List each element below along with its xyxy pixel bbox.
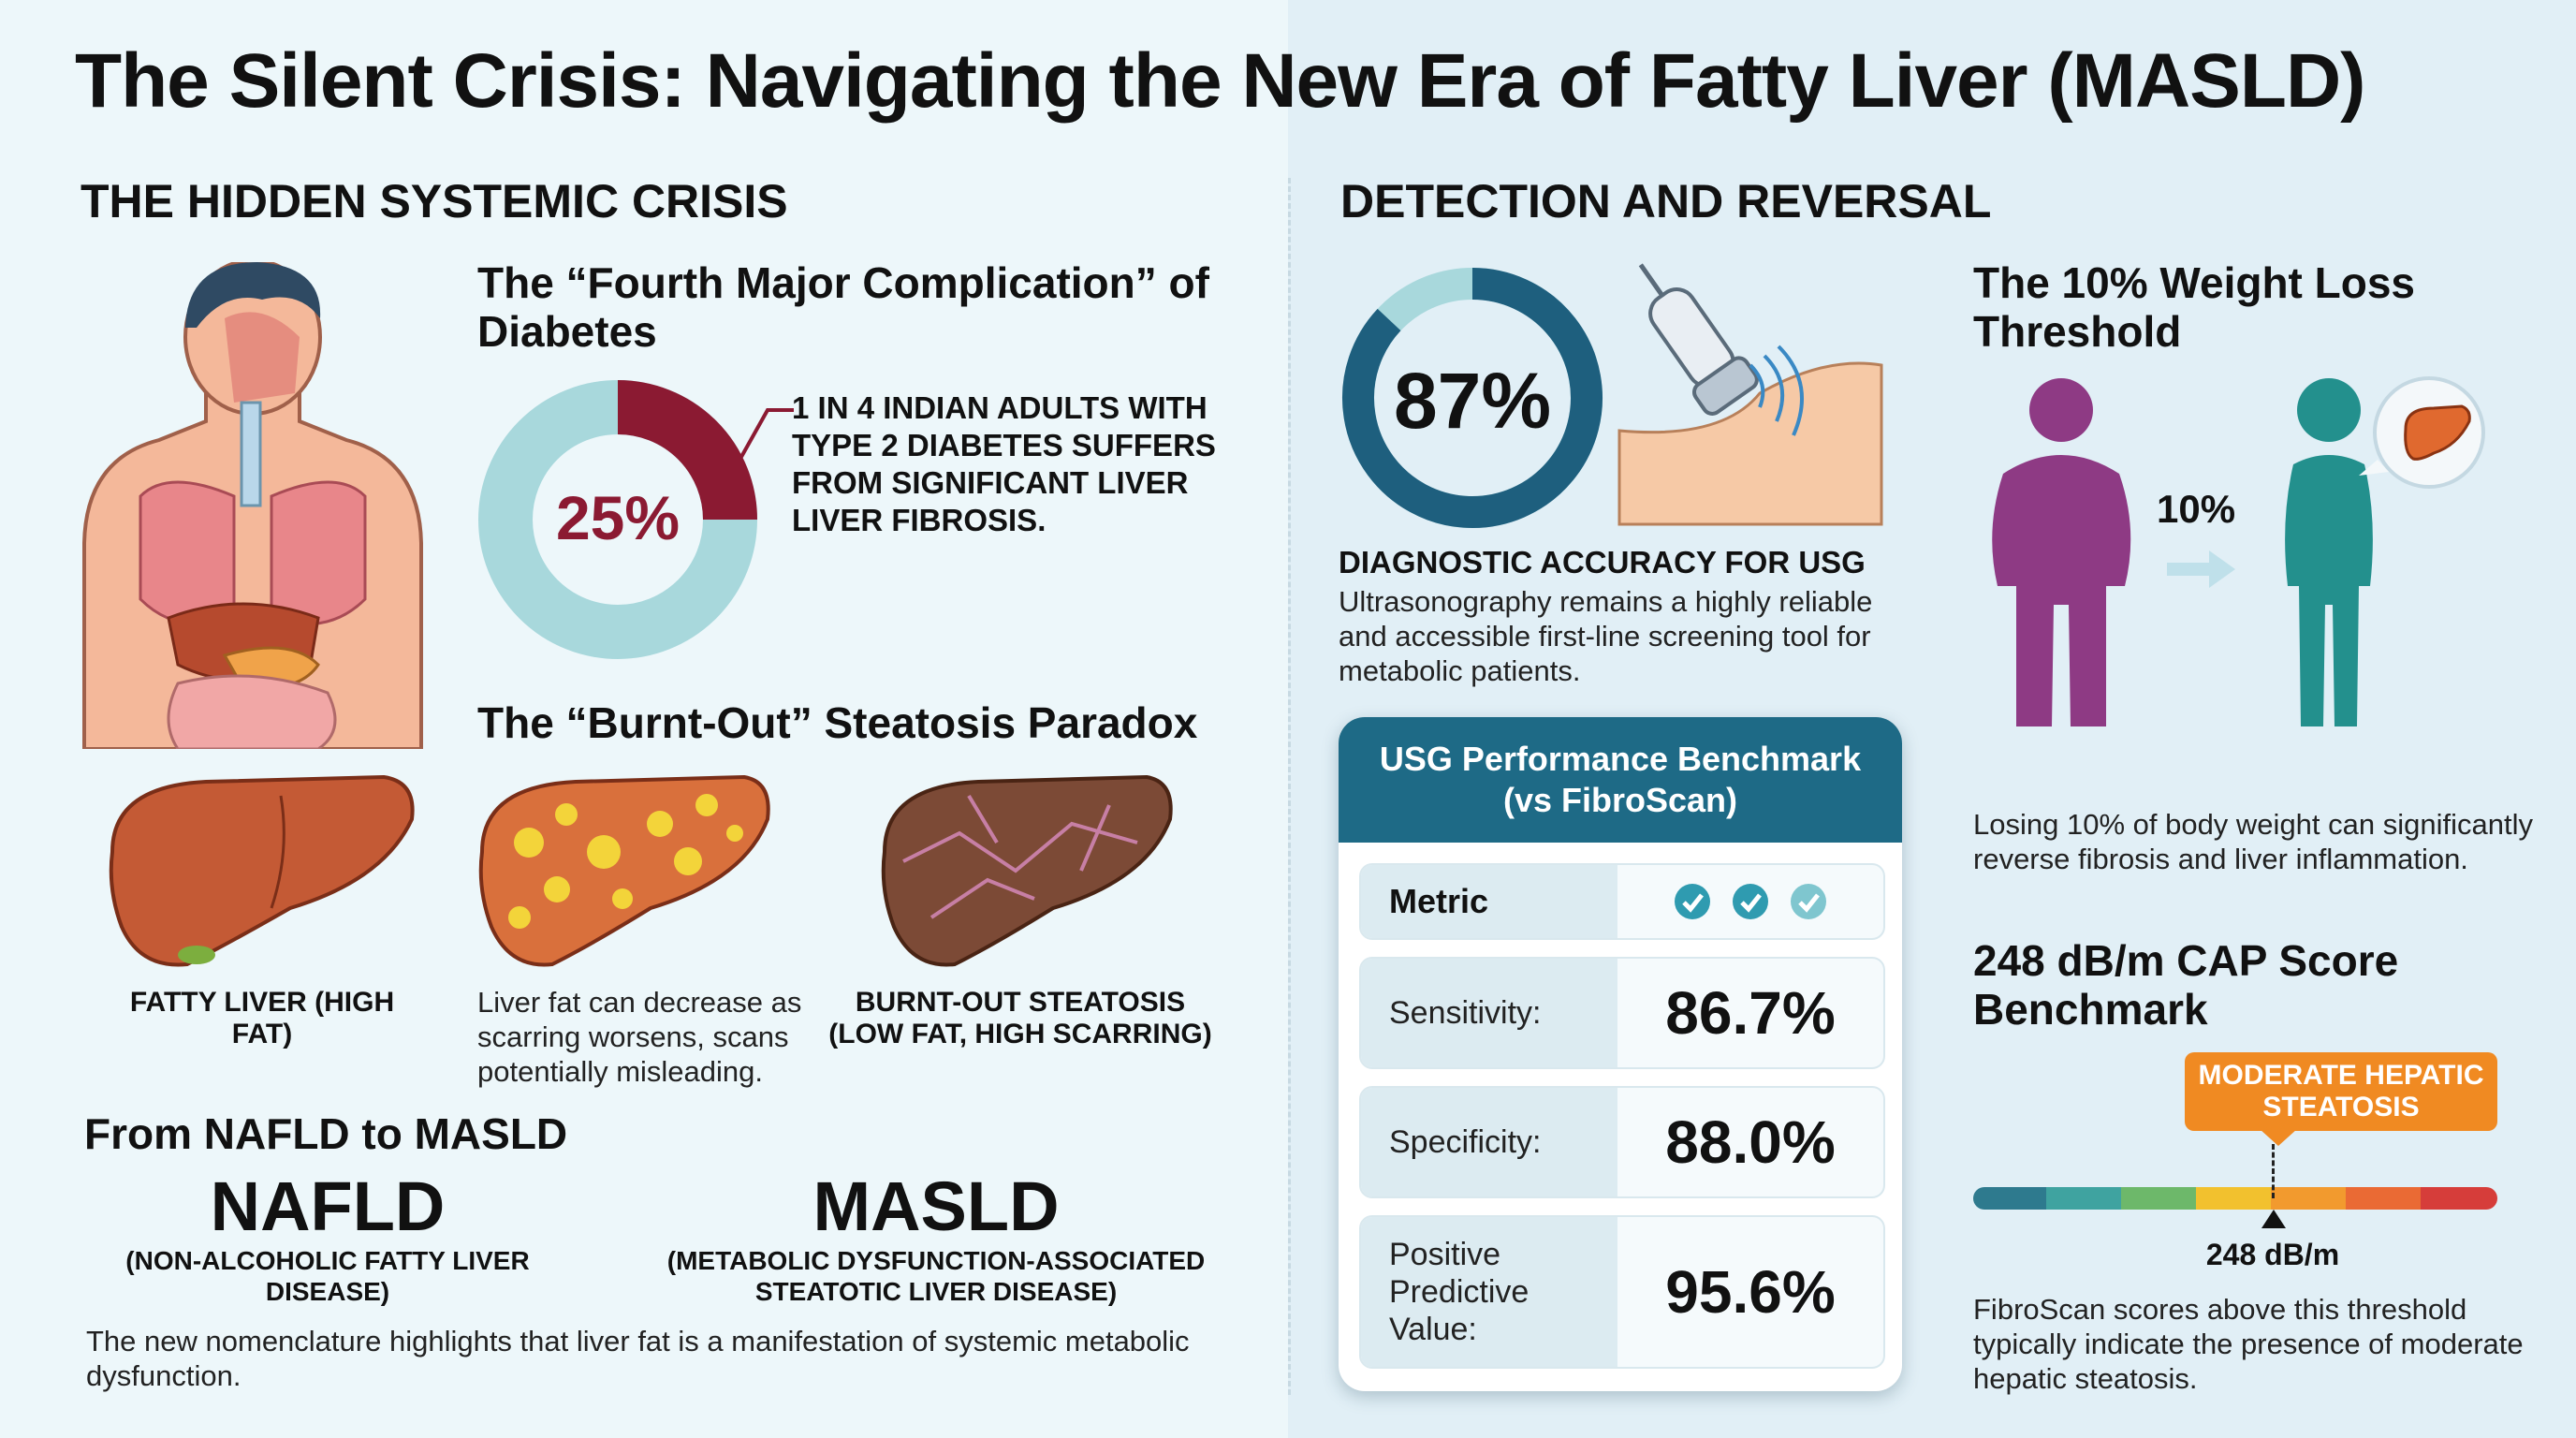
- gauge-segment-6: [2346, 1187, 2421, 1210]
- complication-percent: 25%: [555, 483, 681, 552]
- cap-badge-pointer: [2260, 1129, 2297, 1146]
- donut-arc-25: [617, 380, 757, 521]
- healthy-liver-bubble-icon: [2359, 376, 2485, 489]
- benchmark-card: USG Performance Benchmark (vs FibroScan)…: [1339, 717, 1902, 1391]
- check-circle-icon: [1791, 884, 1826, 919]
- ultrasound-probe-illustration: [1617, 263, 1883, 526]
- nomenclature-title: From NAFLD to MASLD: [84, 1109, 568, 1158]
- gauge-segment-4: [2196, 1187, 2271, 1210]
- gauge-segment-1: [1973, 1187, 2046, 1210]
- specificity-label: Specificity:: [1361, 1088, 1617, 1196]
- benchmark-header: USG Performance Benchmark (vs FibroScan): [1339, 717, 1902, 843]
- specificity-row: Specificity: 88.0%: [1359, 1086, 1885, 1198]
- accuracy-title: DIAGNOSTIC ACCURACY FOR USG: [1339, 545, 1866, 580]
- accuracy-text: Ultrasonography remains a highly reliabl…: [1339, 585, 1873, 687]
- paradox-middle-text: Liver fat can decrease as scarring worse…: [477, 986, 802, 1088]
- burnt-out-label: BURNT-OUT STEATOSIS (LOW FAT, HIGH SCARR…: [828, 987, 1212, 1049]
- benchmark-title-line1: USG Performance Benchmark: [1379, 740, 1862, 778]
- check-circle-icon: [1733, 884, 1768, 919]
- column-divider: [1288, 178, 1291, 1395]
- masld-abbreviation: MASLD: [812, 1167, 1060, 1245]
- metric-check-icons: [1617, 865, 1883, 938]
- gauge-segment-3: [2121, 1187, 2196, 1210]
- fatty-liver-label: FATTY LIVER (HIGH FAT): [129, 987, 395, 1049]
- complication-donut-chart: [478, 380, 757, 659]
- weight-percent: 10%: [2157, 487, 2236, 531]
- sensitivity-value: 86.7%: [1665, 979, 1836, 1047]
- fat-droplet-liver-illustration: [478, 774, 770, 967]
- callout-line: [739, 408, 794, 458]
- weight-title: The 10% Weight Loss Threshold: [1973, 258, 2416, 356]
- specificity-value: 88.0%: [1665, 1108, 1836, 1176]
- cap-badge: MODERATE HEPATIC STEATOSIS: [2185, 1052, 2497, 1131]
- gauge-marker-line: [2272, 1144, 2275, 1198]
- accuracy-donut-chart: [1342, 268, 1603, 528]
- nafld-full-name: (NON-ALCOHOLIC FATTY LIVER DISEASE): [125, 1246, 530, 1306]
- masld-full-name: (METABOLIC DYSFUNCTION-ASSOCIATED STEATO…: [666, 1246, 1206, 1306]
- sensitivity-label: Sensitivity:: [1361, 959, 1617, 1067]
- cap-text: FibroScan scores above this threshold ty…: [1973, 1293, 2524, 1395]
- ppv-value: 95.6%: [1665, 1258, 1836, 1326]
- right-section-heading: DETECTION AND REVERSAL: [1340, 175, 1992, 227]
- cap-title: 248 dB/m CAP Score Benchmark: [1973, 936, 2399, 1034]
- benchmark-metric-row: Metric: [1359, 863, 1885, 940]
- fatty-liver-illustration: [109, 774, 415, 967]
- check-circle-icon: [1675, 884, 1710, 919]
- human-torso-illustration: [82, 262, 423, 749]
- page-title: The Silent Crisis: Navigating the New Er…: [75, 38, 2365, 124]
- left-section-heading: THE HIDDEN SYSTEMIC CRISIS: [80, 175, 788, 227]
- benchmark-title-line2: (vs FibroScan): [1502, 781, 1738, 819]
- accuracy-arc-87: [1342, 268, 1603, 528]
- weight-loss-figures: [1992, 376, 2485, 726]
- slim-figure-icon: [2285, 378, 2373, 726]
- ppv-label: Positive Predictive Value:: [1361, 1217, 1617, 1367]
- gauge-segment-2: [2046, 1187, 2121, 1210]
- gauge-marker-triangle: [2261, 1210, 2286, 1228]
- weight-text: Losing 10% of body weight can significan…: [1973, 808, 2533, 875]
- complication-title: The “Fourth Major Complication” of Diabe…: [477, 258, 1209, 356]
- accuracy-percent: 87%: [1393, 357, 1552, 445]
- gauge-segment-5: [2271, 1187, 2346, 1210]
- metric-label: Metric: [1361, 865, 1617, 938]
- gauge-marker-label: 248 dB/m: [2205, 1238, 2340, 1271]
- burnt-out-liver-illustration: [881, 774, 1173, 967]
- sensitivity-row: Sensitivity: 86.7%: [1359, 957, 1885, 1069]
- complication-note: 1 IN 4 INDIAN ADULTS WITH TYPE 2 DIABETE…: [792, 390, 1216, 537]
- nafld-abbreviation: NAFLD: [210, 1167, 446, 1245]
- ppv-row: Positive Predictive Value: 95.6%: [1359, 1215, 1885, 1369]
- paradox-title: The “Burnt-Out” Steatosis Paradox: [477, 698, 1198, 747]
- heavy-figure-icon: [1992, 378, 2131, 726]
- gauge-segment-7: [2421, 1187, 2497, 1210]
- nomenclature-note: The new nomenclature highlights that liv…: [86, 1325, 1190, 1392]
